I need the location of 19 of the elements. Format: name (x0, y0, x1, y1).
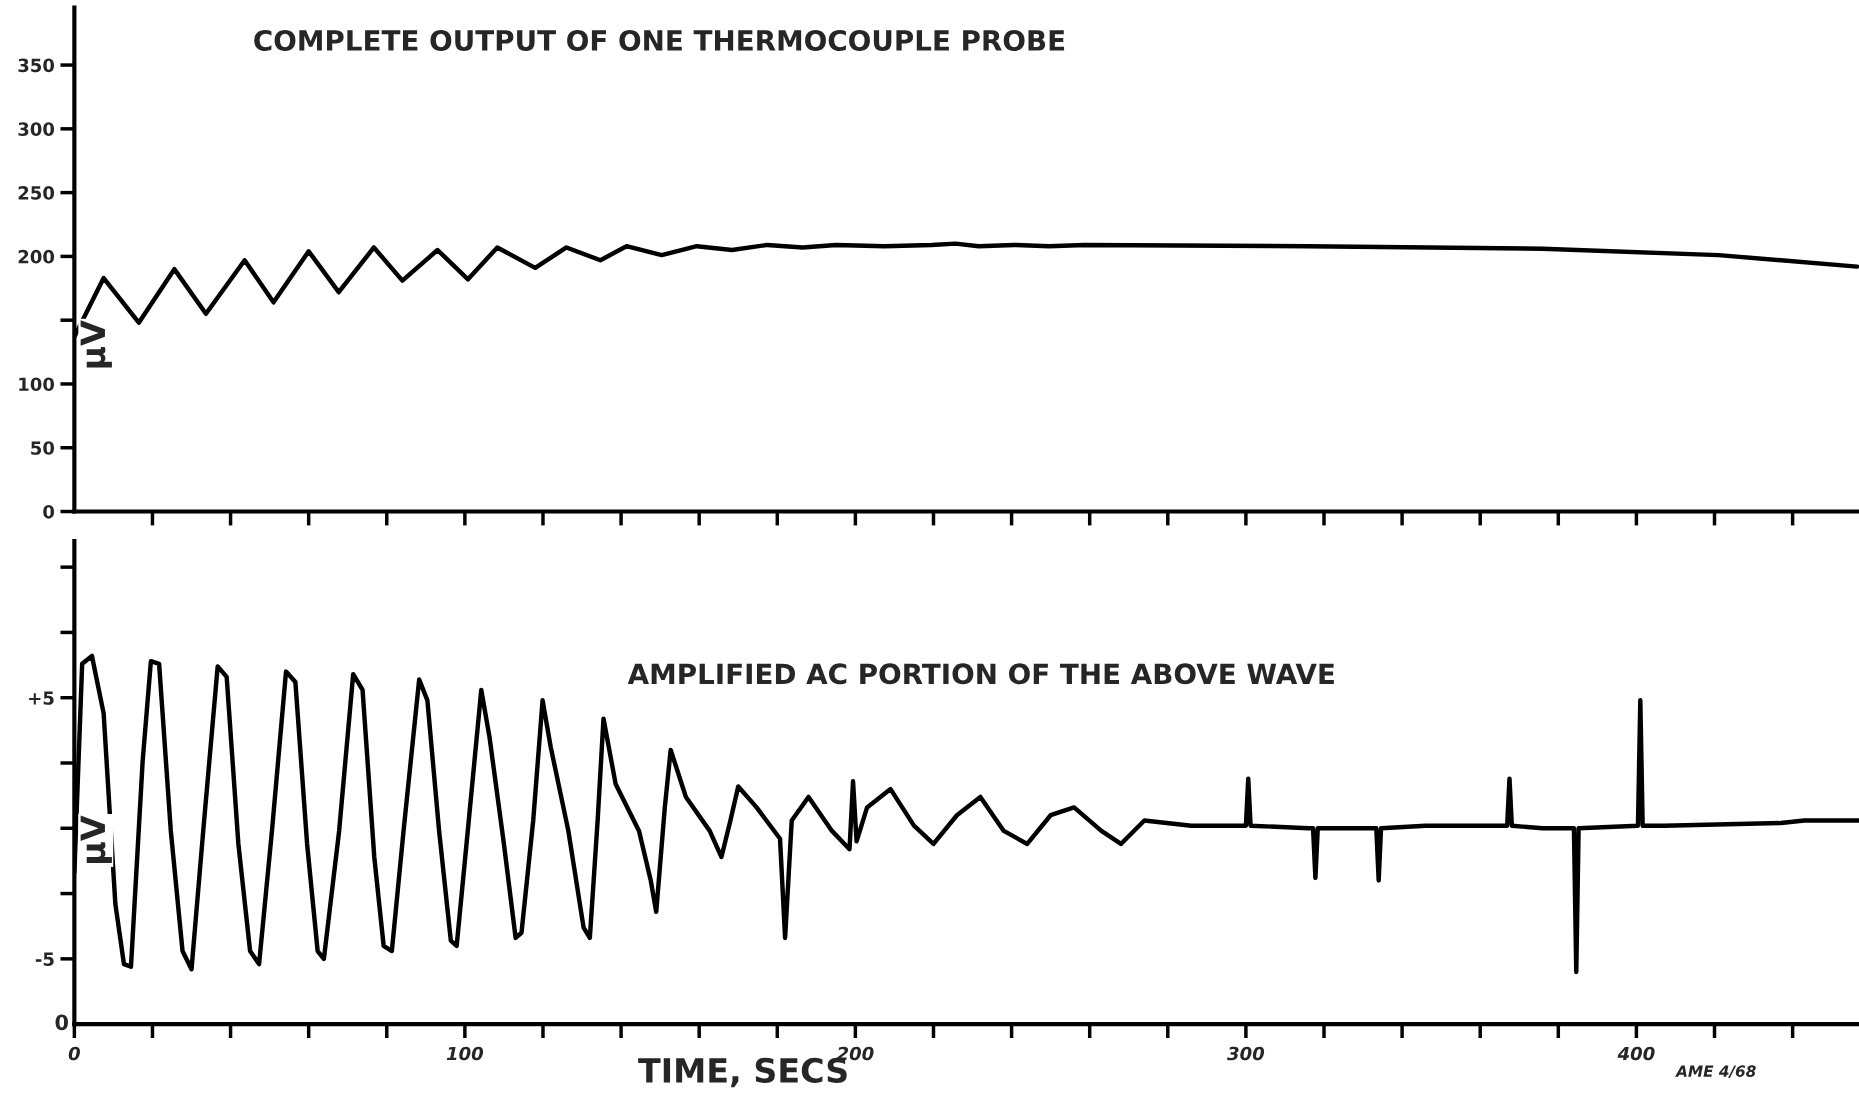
y-axis-title: μV (80, 815, 112, 863)
y-tick-label: 350 (18, 58, 55, 73)
y-tick-label: +5 (29, 691, 54, 705)
y-tick-label: 300 (18, 122, 55, 136)
x-tick-label: 0 (68, 1046, 80, 1061)
y-tick-label: 100 (19, 377, 55, 392)
y-axis-title: μV (80, 320, 112, 368)
text: AMPLIFIED AC PORTION OF THE ABOVE WAVE (627, 663, 1334, 685)
text: 0 (55, 1014, 69, 1031)
y-tick-label: 0 (43, 504, 55, 519)
y-tick-label: 50 (31, 441, 55, 455)
x-tick-label: 100 (446, 1046, 484, 1061)
text: AME 4/68 (1675, 1065, 1756, 1079)
y-tick-label: 250 (18, 186, 55, 200)
y-tick-label: 200 (18, 249, 55, 264)
x-tick-label: 300 (1227, 1046, 1265, 1061)
text: COMPLETE OUTPUT OF ONE THERMOCOUPLE PROBE (254, 29, 1065, 51)
y-tick-label: -5 (35, 952, 54, 966)
x-tick-label: 400 (1617, 1046, 1655, 1061)
